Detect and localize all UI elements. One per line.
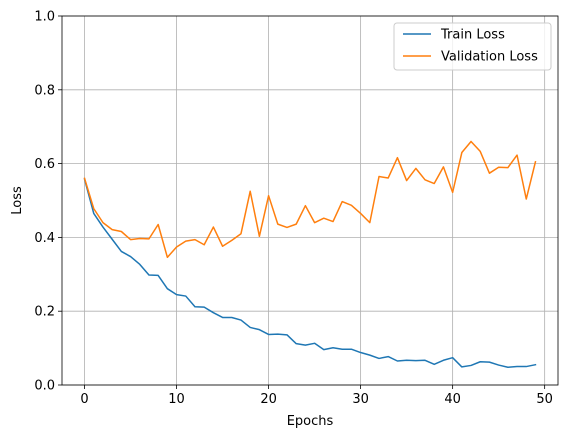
x-tick-label: 10	[168, 392, 185, 407]
x-tick-label: 20	[260, 392, 277, 407]
plot-lines	[83, 140, 537, 369]
series-line-validation-loss	[83, 140, 537, 259]
plot-frame	[61, 15, 559, 386]
legend-box	[393, 22, 552, 71]
legend-label-train-loss: Train Loss	[440, 28, 505, 43]
y-axis-label: Loss	[10, 186, 25, 215]
x-tick-label: 40	[444, 392, 461, 407]
y-tick-label: 0.0	[34, 379, 55, 394]
grid	[62, 15, 558, 386]
x-axis-label: Epochs	[287, 414, 334, 429]
legend-label-validation-loss: Validation Loss	[441, 50, 538, 65]
y-tick-label: 0.6	[34, 157, 55, 172]
x-tick-label: 50	[536, 392, 553, 407]
x-tick-label: 0	[80, 392, 88, 407]
axis-ticks: 0 10 20 30 40 50 0.0 0.2 0.4 0.6 0.8 1.0	[34, 10, 553, 408]
x-tick-label: 30	[352, 392, 369, 407]
y-tick-label: 1.0	[34, 10, 55, 25]
y-tick-label: 0.4	[34, 231, 55, 246]
y-tick-label: 0.8	[34, 83, 55, 98]
y-tick-label: 0.2	[34, 305, 55, 320]
legend: Train Loss Validation Loss	[393, 22, 552, 71]
series-line-train-loss	[83, 178, 537, 369]
